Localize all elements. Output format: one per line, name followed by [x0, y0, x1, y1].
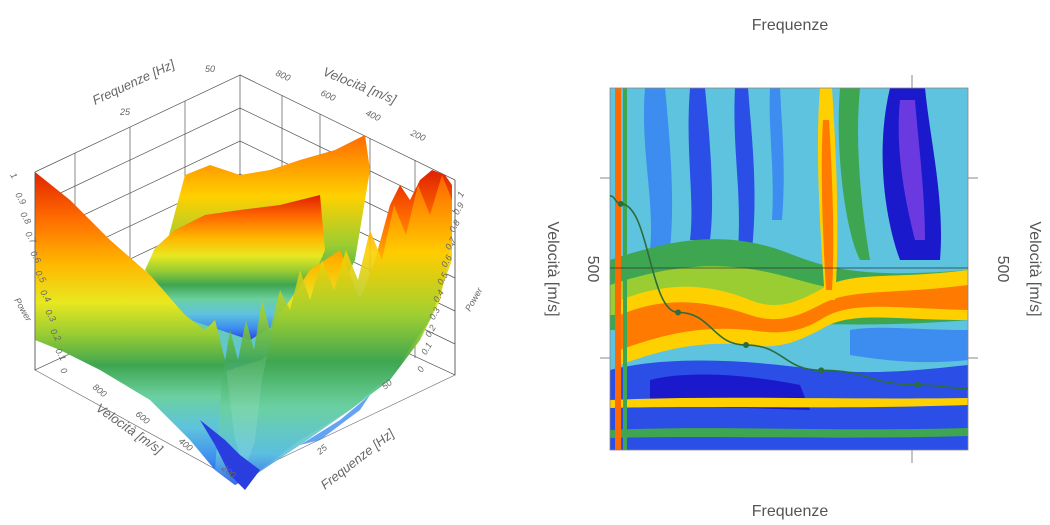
z-tick-right: 0.9	[451, 201, 466, 217]
z-ticks-left: 10.90.80.70.60.50.40.30.20.10	[8, 171, 69, 375]
dispersion-point	[675, 309, 682, 316]
dispersion-point	[818, 367, 825, 374]
z-tick-left: 0.8	[18, 210, 33, 226]
surface-plot-3d: 1 0.9 0.8 0.7 0.6 0.5 0.4 0.3 0.2 0.1 0 1 0.9 0.8 0.7…	[0, 0, 520, 520]
y-tick-front: 800	[91, 382, 109, 399]
left-y-tick-500: 500	[584, 256, 601, 283]
x-tick-back: 50	[205, 64, 215, 74]
surface-mesh	[35, 135, 452, 490]
heatmap-field	[610, 88, 968, 450]
y-tick-back: 200	[408, 127, 427, 143]
heatmap-frame	[609, 87, 969, 451]
bottom-title: Frequenze	[752, 503, 829, 520]
y-tick-back: 600	[319, 88, 337, 103]
z-tick-left: 1	[8, 171, 19, 180]
left-y-label: Velocità [m/s]	[544, 221, 561, 316]
top-title: Frequenze	[752, 17, 829, 34]
dispersion-point	[743, 342, 750, 349]
heatmap-panel: Frequenze Frequenze Velocità [m/s] Veloc…	[520, 0, 1050, 520]
dispersion-point	[617, 200, 624, 207]
y-tick-back: 400	[364, 108, 382, 123]
x-axis-title-front: Frequenze [Hz]	[318, 426, 398, 493]
z-tick-left: 0.9	[13, 191, 28, 207]
x-tick-front: 25	[314, 442, 330, 457]
x-axis-title-back: Frequenze [Hz]	[90, 56, 177, 107]
z-axis-title-right: Power	[463, 285, 485, 313]
x-tick-back: 25	[119, 107, 131, 117]
x-tick-front: 50	[380, 377, 394, 391]
z-tick-left: 0	[58, 366, 69, 375]
z-tick-right: 0	[415, 365, 426, 374]
x-ticks-back: 25 50	[119, 64, 215, 117]
heatmap-svg: Frequenze Frequenze Velocità [m/s] Veloc…	[544, 17, 1043, 520]
z-tick-right: 1	[455, 190, 466, 199]
y-tick-back: 800	[274, 68, 292, 83]
right-y-tick-500: 500	[994, 256, 1011, 283]
z-axis-title-left: Power	[12, 296, 34, 324]
z-tick-right: 0.1	[419, 341, 434, 357]
dispersion-point	[914, 381, 921, 388]
right-y-label: Velocità [m/s]	[1026, 221, 1043, 316]
y-axis-title-front: Velocità [m/s]	[93, 400, 165, 457]
surface-plot-svg: 10.90.80.70.60.50.40.30.20.10 10.90.80.7…	[8, 56, 485, 493]
dispersion-points	[617, 200, 921, 388]
z-axes	[34, 172, 456, 375]
